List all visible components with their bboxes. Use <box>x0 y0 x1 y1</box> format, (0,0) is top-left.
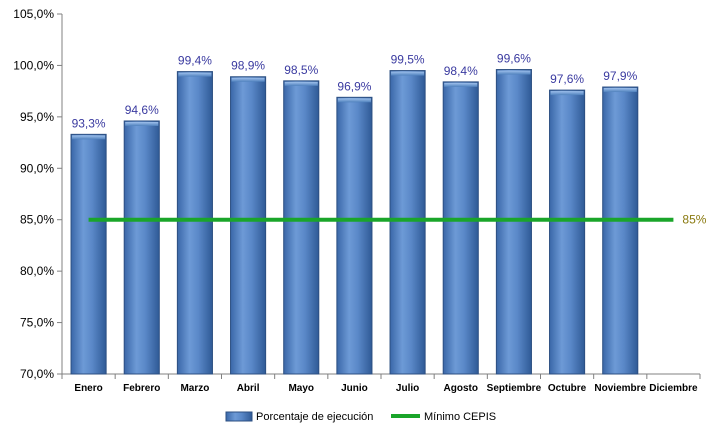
y-tick-label: 105,0% <box>13 7 54 21</box>
x-tick-label: Abril <box>237 383 260 394</box>
bar <box>230 76 267 375</box>
bar <box>442 81 479 375</box>
reference-line-label: 85% <box>682 213 706 227</box>
bar-cap <box>72 135 106 140</box>
bar <box>602 86 639 375</box>
data-label: 99,6% <box>497 52 531 66</box>
bar <box>123 120 160 375</box>
legend-label-bars: Porcentaje de ejecución <box>256 411 373 423</box>
x-tick-label: Agosto <box>444 383 478 394</box>
bar-cap <box>603 88 637 93</box>
data-label: 94,6% <box>125 103 159 117</box>
bars <box>70 69 639 375</box>
data-label: 97,9% <box>603 69 637 83</box>
x-tick-label: Noviembre <box>594 383 646 394</box>
y-tick-label: 80,0% <box>20 264 54 278</box>
data-label: 98,9% <box>231 59 265 73</box>
bar-cap <box>391 71 425 76</box>
bar-cap <box>125 121 159 126</box>
bar-cap <box>178 72 212 77</box>
bar <box>495 69 532 375</box>
bar-cap <box>497 70 531 75</box>
data-label: 99,5% <box>391 53 425 67</box>
data-label: 99,4% <box>178 54 212 68</box>
axes: 70,0% 75,0% 80,0% 85,0% 90,0% 95,0% 100,0% 105,… <box>13 7 701 394</box>
bar <box>70 133 107 375</box>
bar <box>336 96 373 375</box>
x-tick-label: Febrero <box>123 383 160 394</box>
legend: Porcentaje de ejecución Mínimo CEPIS <box>225 411 496 423</box>
data-label: 98,5% <box>284 63 318 77</box>
bar <box>389 70 426 375</box>
bar-cap <box>337 98 371 103</box>
bar-cap <box>444 82 478 87</box>
data-label: 93,3% <box>72 116 106 130</box>
bar-cap <box>231 77 265 82</box>
data-label: 96,9% <box>337 79 371 93</box>
x-tick-label: Enero <box>74 383 102 394</box>
data-labels: 93,3% 94,6% 99,4% 98,9% 98,5% 96,9% 99,5% 98,4%… <box>72 52 638 131</box>
x-tick-label: Junio <box>341 383 368 394</box>
bar <box>176 71 213 375</box>
reference-line-group: 85% <box>88 213 707 227</box>
x-tick-label: Marzo <box>180 383 209 394</box>
x-tick-label: Octubre <box>548 383 587 394</box>
bar <box>549 89 586 375</box>
data-label: 98,4% <box>444 64 478 78</box>
y-tick-label: 70,0% <box>20 367 54 381</box>
legend-label-line: Mínimo CEPIS <box>424 411 496 423</box>
y-tick-label: 95,0% <box>20 110 54 124</box>
x-tick-label: Mayo <box>288 383 314 394</box>
bar-cap <box>550 91 584 96</box>
y-tick-label: 90,0% <box>20 161 54 175</box>
x-tick-label: Septiembre <box>487 383 542 394</box>
bar <box>283 80 320 375</box>
y-tick-label: 75,0% <box>20 316 54 330</box>
y-tick-label: 85,0% <box>20 213 54 227</box>
legend-swatch-bars <box>225 411 253 422</box>
bar-cap <box>284 81 318 86</box>
x-tick-label: Julio <box>396 383 419 394</box>
y-tick-label: 100,0% <box>13 58 54 72</box>
data-label: 97,6% <box>550 72 584 86</box>
x-tick-label: Diciembre <box>649 383 698 394</box>
